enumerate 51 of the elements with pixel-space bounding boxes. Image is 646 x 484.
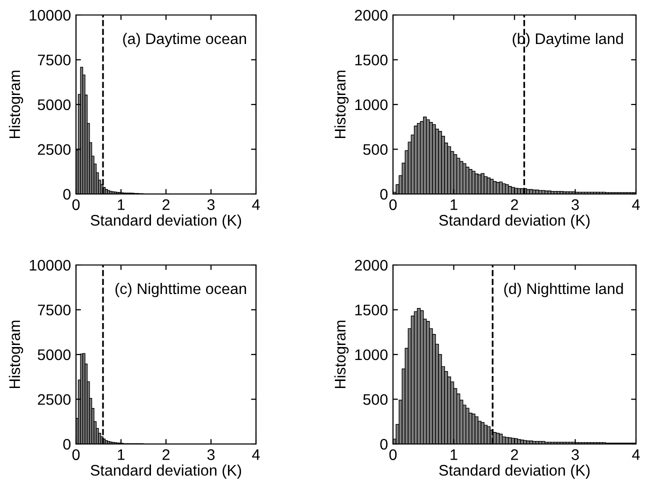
x-axis-title: Standard deviation (K) bbox=[439, 214, 590, 229]
y-tick-label: 2000 bbox=[354, 10, 388, 21]
y-axis-title: Histogram bbox=[334, 320, 349, 388]
x-tick-label: 2 bbox=[511, 449, 518, 460]
x-tick-label: 1 bbox=[450, 449, 458, 460]
y-tick-label: 7500 bbox=[38, 304, 71, 316]
y-tick-label: 7500 bbox=[38, 54, 71, 66]
y-tick-label: 0 bbox=[63, 188, 71, 200]
y-tick-label: 500 bbox=[363, 144, 388, 155]
y-tick-label: 1500 bbox=[355, 54, 388, 66]
x-axis-title: Standard deviation (K) bbox=[439, 464, 590, 479]
x-tick-label: 0 bbox=[389, 199, 397, 210]
x-tick-label: 4 bbox=[252, 199, 260, 210]
y-tick-label: 1500 bbox=[355, 304, 388, 316]
x-tick-label: 2 bbox=[162, 199, 170, 210]
y-tick-label: 1000 bbox=[355, 349, 388, 360]
annotation: (a) Daytime ocean bbox=[123, 32, 246, 48]
x-tick-label: 2 bbox=[162, 449, 170, 460]
y-tick-label: 2500 bbox=[38, 144, 71, 155]
y-tick-label: 0 bbox=[63, 438, 71, 450]
annotation: (d) Nighttime land bbox=[504, 282, 623, 298]
x-axis-title: Standard deviation (K) bbox=[90, 464, 242, 479]
y-tick-label: 2000 bbox=[354, 260, 388, 271]
x-tick-label: 3 bbox=[207, 449, 215, 460]
x-tick-label: 3 bbox=[572, 199, 579, 210]
x-tick-label: 1 bbox=[450, 199, 458, 210]
y-tick-label: 0 bbox=[380, 188, 388, 200]
x-tick-label: 4 bbox=[252, 449, 260, 460]
y-tick-label: 500 bbox=[363, 394, 388, 405]
x-tick-label: 1 bbox=[118, 199, 125, 210]
y-tick-label: 10000 bbox=[30, 260, 71, 271]
x-tick-label: 3 bbox=[572, 449, 579, 460]
x-tick-label: 0 bbox=[72, 199, 80, 210]
x-axis-title: Standard deviation (K) bbox=[90, 214, 242, 229]
x-tick-label: 0 bbox=[389, 449, 397, 460]
y-tick-label: 10000 bbox=[30, 10, 71, 21]
x-tick-label: 1 bbox=[118, 449, 125, 460]
annotation: (c) Nighttime ocean bbox=[116, 282, 246, 298]
x-tick-label: 3 bbox=[207, 199, 215, 210]
x-tick-label: 4 bbox=[632, 449, 640, 460]
y-tick-label: 5000 bbox=[38, 99, 71, 110]
y-axis-title: Histogram bbox=[334, 70, 349, 138]
y-tick-label: 0 bbox=[380, 438, 388, 450]
y-tick-label: 1000 bbox=[355, 99, 388, 110]
x-tick-label: 4 bbox=[632, 199, 640, 210]
y-axis-title: Histogram bbox=[8, 70, 24, 138]
y-tick-label: 2500 bbox=[38, 394, 71, 405]
x-tick-label: 2 bbox=[511, 199, 518, 210]
x-tick-label: 0 bbox=[72, 449, 80, 460]
y-axis-title: Histogram bbox=[8, 320, 24, 388]
y-tick-label: 5000 bbox=[38, 349, 71, 360]
